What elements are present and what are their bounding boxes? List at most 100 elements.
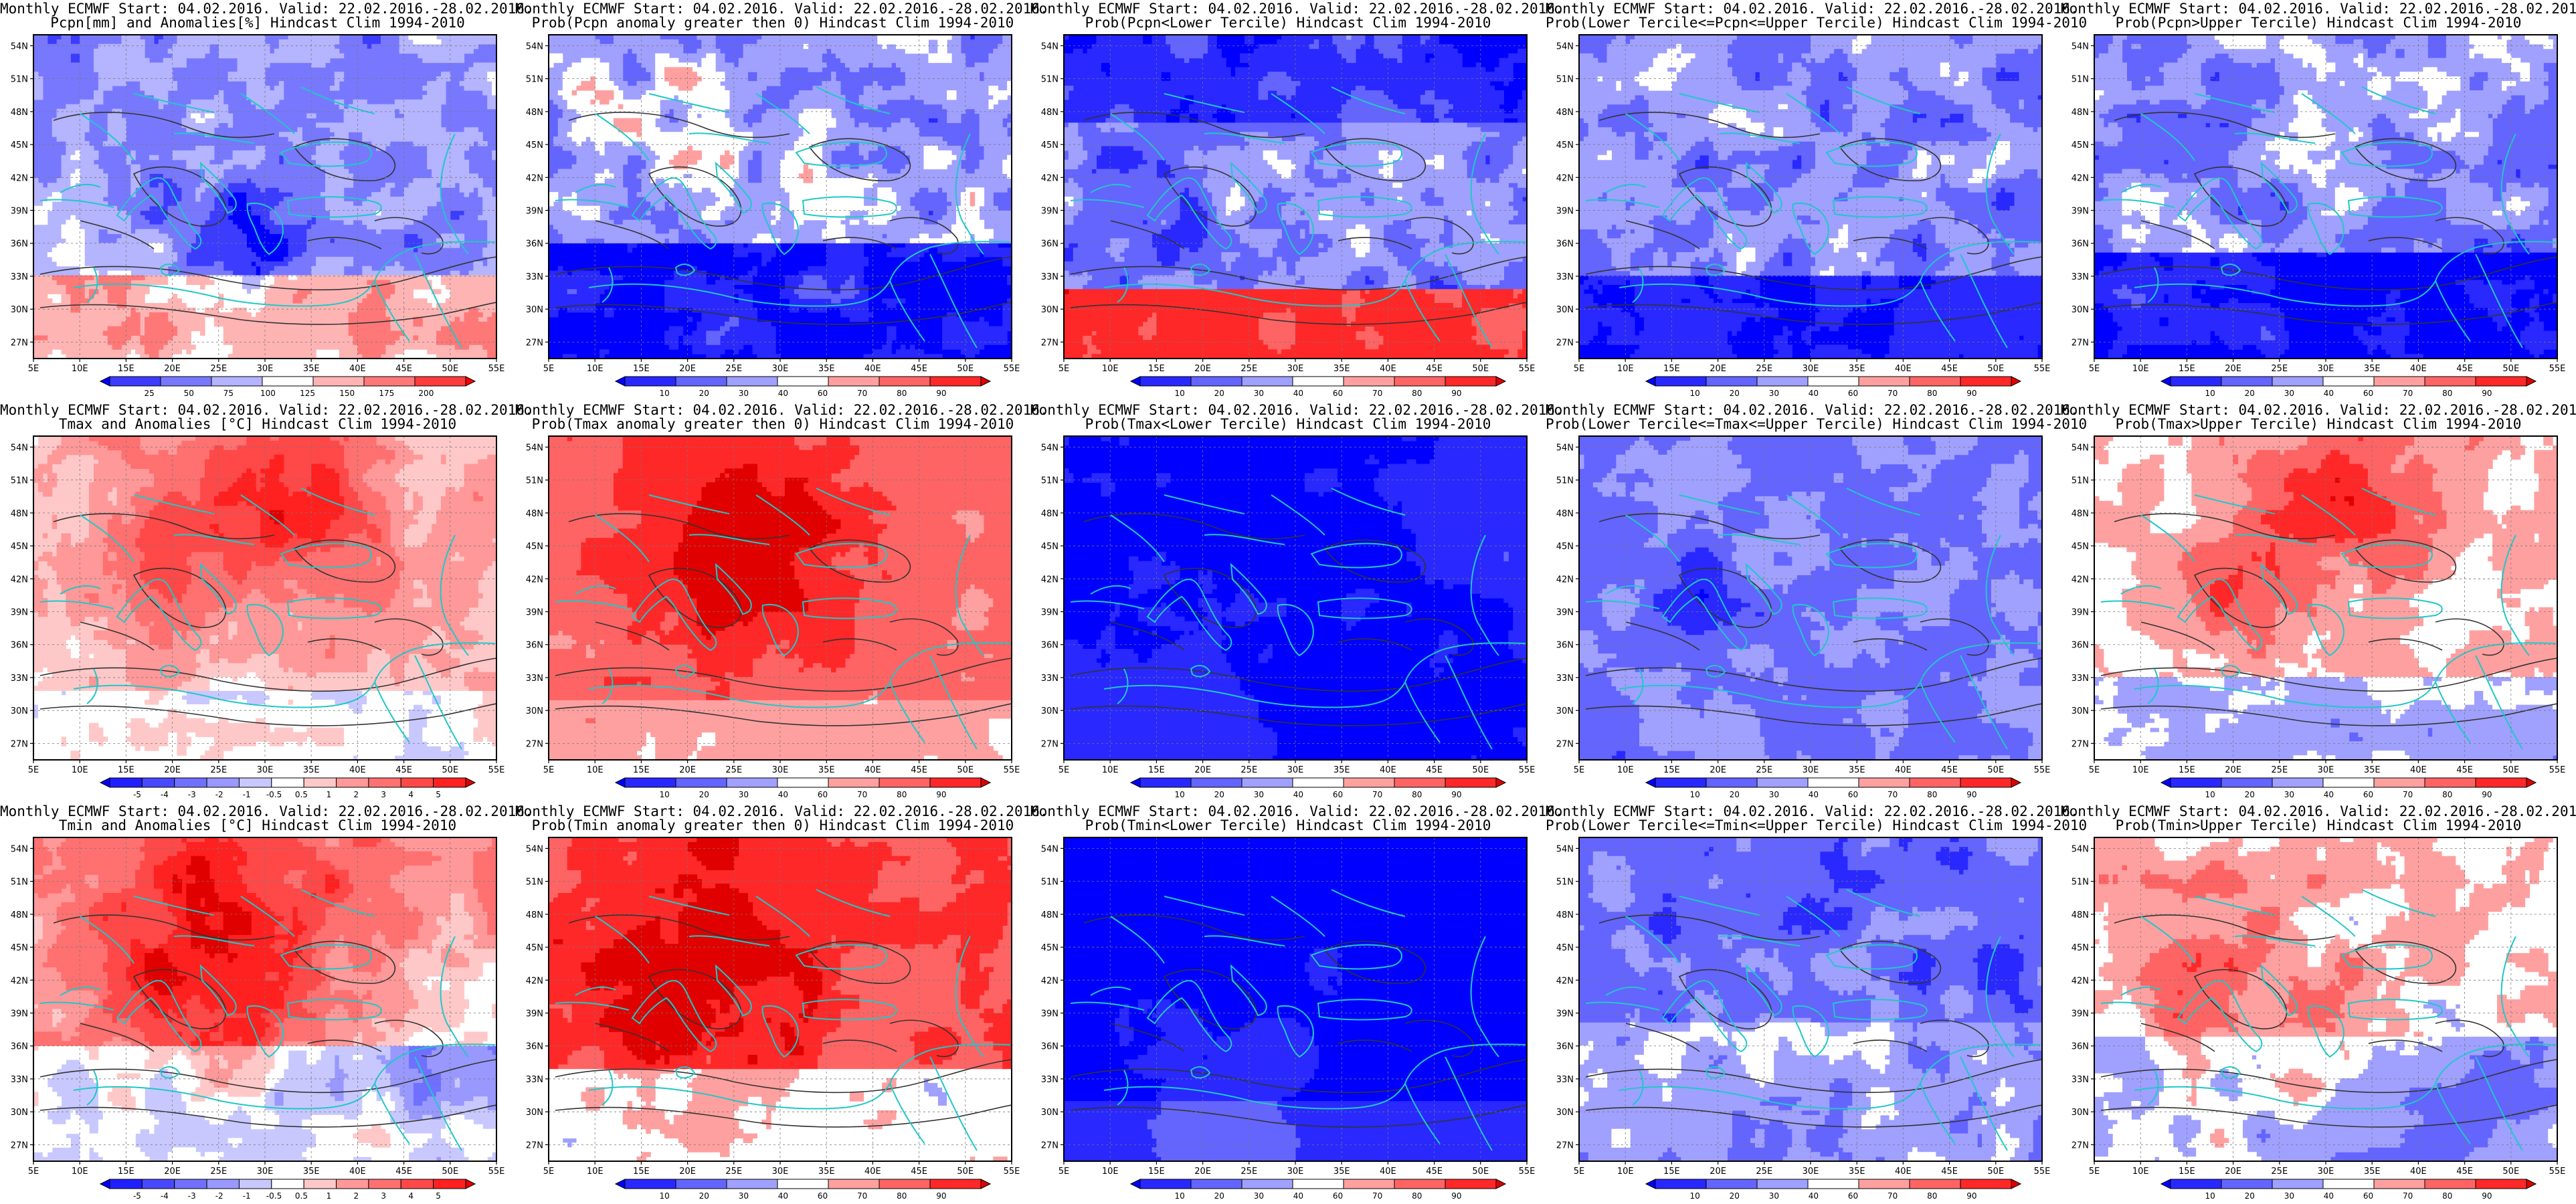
lon-tick-label: 25E <box>1756 364 1772 374</box>
lon-tick-label: 50E <box>1472 1167 1489 1177</box>
lon-tick-label: 45E <box>1941 1167 1958 1177</box>
colorbar: 10 20 30 40 60 70 80 90 <box>1131 377 1505 398</box>
lat-tick-label: 33N <box>2072 1075 2089 1085</box>
colorbar-label: 70 <box>857 389 867 398</box>
colorbar-swatch <box>110 1179 142 1189</box>
colorbar-swatch <box>100 377 110 386</box>
lat-tick-label: 48N <box>11 509 28 519</box>
lon-tick-label: 20E <box>1710 364 1726 374</box>
colorbar-label: 60 <box>818 1191 828 1201</box>
lat-tick-label: 48N <box>2072 509 2089 519</box>
lon-tick-label: 25E <box>1240 364 1257 374</box>
lon-tick-label: 15E <box>1663 1167 1680 1177</box>
colorbar-label: 70 <box>857 790 867 799</box>
colorbar-swatch <box>1496 778 1505 787</box>
colorbar-label: 10 <box>659 1191 669 1201</box>
lat-tick-label: 39N <box>526 1009 543 1019</box>
colorbar-swatch <box>415 377 466 386</box>
lat-tick-label: 39N <box>2072 1009 2089 1019</box>
lat-tick-label: 27N <box>526 739 543 749</box>
lat-tick-label: 45N <box>526 943 543 953</box>
lon-tick-label: 35E <box>2364 364 2381 374</box>
lat-tick-label: 36N <box>1041 239 1059 249</box>
lat-tick-label: 42N <box>2072 173 2089 183</box>
lon-tick-label: 10E <box>72 765 88 775</box>
colorbar-label: 10 <box>659 389 669 398</box>
lat-tick-label: 51N <box>1556 75 1574 85</box>
colorbar-label: 90 <box>2482 790 2492 799</box>
colorbar-label: 10 <box>1174 790 1184 799</box>
lon-tick-label: 40E <box>1380 765 1396 775</box>
colorbar-label: -1 <box>243 790 251 799</box>
colorbar-label: 10 <box>2205 1191 2215 1201</box>
lon-tick-label: 25E <box>210 765 227 775</box>
colorbar-label: 80 <box>2442 1191 2452 1201</box>
colorbar-label: 3 <box>381 1191 386 1201</box>
lat-tick-label: 33N <box>1041 1075 1059 1085</box>
lon-tick-label: 10E <box>587 1167 604 1177</box>
colorbar-label: 80 <box>2442 389 2452 398</box>
colorbar-label: 90 <box>1451 790 1461 799</box>
lon-tick-label: 20E <box>679 1167 696 1177</box>
colorbar-label: 30 <box>1254 389 1264 398</box>
lat-tick-label: 39N <box>1556 608 1574 618</box>
lat-tick-label: 27N <box>526 338 543 348</box>
colorbar-swatch <box>1859 778 1910 787</box>
panel-tmax-prob-lower: Monthly ECMWF Start: 04.02.2016. Valid: … <box>1030 401 1546 803</box>
colorbar-label: 80 <box>1927 389 1937 398</box>
colorbar-swatch <box>616 1179 625 1189</box>
colorbar-label: 150 <box>339 389 355 398</box>
lat-tick-label: 54N <box>1556 443 1574 453</box>
colorbar-label: 10 <box>2205 790 2215 799</box>
lon-tick-label: 30E <box>1287 364 1304 374</box>
lon-tick-label: 45E <box>395 765 412 775</box>
lat-tick-label: 27N <box>1041 739 1059 749</box>
colorbar-label: 80 <box>897 1191 907 1201</box>
lat-tick-label: 51N <box>11 75 28 85</box>
lat-tick-label: 42N <box>1041 173 1059 183</box>
lat-tick-label: 27N <box>1556 739 1574 749</box>
lon-tick-label: 10E <box>1102 765 1119 775</box>
colorbar-label: 30 <box>739 790 749 799</box>
colorbar-label: 30 <box>2284 790 2294 799</box>
colorbar-swatch <box>1960 778 2011 787</box>
colorbar-swatch <box>1655 778 1706 787</box>
colorbar-swatch <box>1140 778 1191 787</box>
lat-tick-label: 48N <box>1041 509 1059 519</box>
lon-tick-label: 5E <box>1059 364 1070 374</box>
lon-tick-label: 55E <box>2549 1167 2566 1177</box>
lat-tick-label: 51N <box>1041 476 1059 486</box>
colorbar-swatch <box>1960 377 2011 386</box>
lon-tick-label: 50E <box>442 1167 458 1177</box>
lat-tick-label: 42N <box>11 173 28 183</box>
panel-tmin-prob-middle: Monthly ECMWF Start: 04.02.2016. Valid: … <box>1546 803 2061 1204</box>
colorbar-label: 20 <box>1214 790 1224 799</box>
colorbar-swatch <box>161 377 211 386</box>
colorbar-swatch <box>2221 377 2272 386</box>
lon-tick-label: 40E <box>2410 364 2427 374</box>
colorbar-swatch <box>1808 1179 1859 1189</box>
panel-tmax-prob-gt0: Monthly ECMWF Start: 04.02.2016. Valid: … <box>515 401 1030 803</box>
colorbar-label: 100 <box>260 389 276 398</box>
colorbar-swatch <box>879 377 930 386</box>
colorbar-swatch <box>1242 377 1293 386</box>
lat-tick-label: 36N <box>2072 1042 2089 1052</box>
lat-tick-label: 30N <box>2072 706 2089 716</box>
lon-tick-label: 15E <box>2179 765 2195 775</box>
lon-tick-label: 15E <box>633 765 650 775</box>
lat-tick-label: 45N <box>1041 140 1059 150</box>
colorbar-swatch <box>1646 377 1655 386</box>
colorbar-swatch <box>676 1179 727 1189</box>
panel-tmax-prob-middle: Monthly ECMWF Start: 04.02.2016. Valid: … <box>1546 401 2061 803</box>
lat-tick-label: 30N <box>11 706 28 716</box>
lon-tick-label: 20E <box>1194 765 1211 775</box>
lat-tick-label: 48N <box>2072 910 2089 920</box>
colorbar-label: 70 <box>1372 790 1382 799</box>
colorbar-swatch <box>1191 1179 1242 1189</box>
colorbar-swatch <box>981 778 990 787</box>
lon-tick-label: 20E <box>164 364 181 374</box>
colorbar-label: 20 <box>2245 1191 2255 1201</box>
